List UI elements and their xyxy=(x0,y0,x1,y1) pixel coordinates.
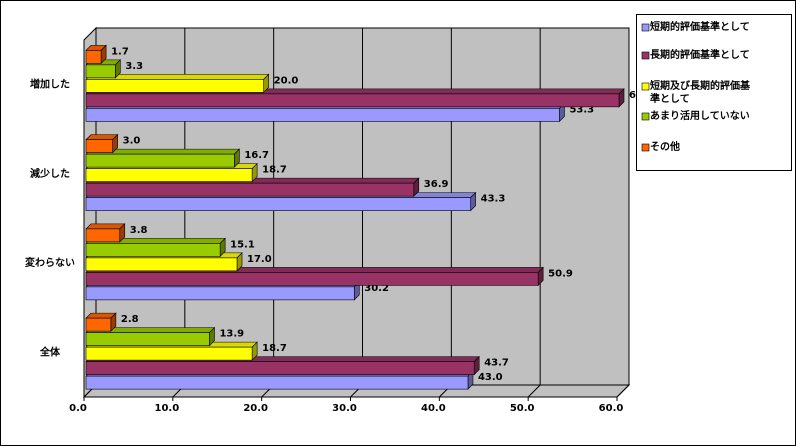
bar xyxy=(85,64,116,79)
value-label: 3.0 xyxy=(123,136,141,147)
x-tick-label: 40.0 xyxy=(421,403,446,414)
value-label: 1.7 xyxy=(111,46,129,57)
y-tick-label: 減少した xyxy=(30,167,70,180)
x-tick-label: 50.0 xyxy=(510,403,535,414)
legend-item: 短期及び長期的評価基準として xyxy=(650,81,750,105)
bar xyxy=(85,50,102,64)
bar xyxy=(85,286,355,301)
value-label: 43.0 xyxy=(478,372,503,383)
legend-label: 短期的評価基準として xyxy=(650,22,750,33)
bar xyxy=(85,243,221,257)
bar xyxy=(85,375,469,390)
x-tick-label: 0.0 xyxy=(69,403,87,414)
x-tick-label: 10.0 xyxy=(154,403,179,414)
value-label: 43.7 xyxy=(484,358,509,369)
legend xyxy=(636,14,792,171)
bar xyxy=(85,108,560,122)
x-tick-label: 60.0 xyxy=(599,403,624,414)
bar xyxy=(85,168,253,182)
y-tick-label: 変わらない xyxy=(25,256,75,269)
y-tick-label: 全体 xyxy=(39,345,61,358)
bar xyxy=(85,332,210,346)
value-label: 43.3 xyxy=(481,194,506,205)
bar xyxy=(85,228,121,243)
x-tick-label: 30.0 xyxy=(332,403,357,414)
legend-label: あまり活用していない xyxy=(650,111,750,122)
legend-swatch xyxy=(641,23,650,32)
bar xyxy=(85,361,475,375)
legend-swatch xyxy=(641,143,650,152)
value-label: 50.9 xyxy=(548,268,573,279)
bar xyxy=(85,197,471,211)
grid-line xyxy=(527,384,541,398)
bar xyxy=(85,257,238,272)
legend-label: その他 xyxy=(650,142,680,153)
legend-swatch xyxy=(641,82,650,91)
value-label: 36.9 xyxy=(424,179,449,190)
value-label: 20.0 xyxy=(274,75,299,86)
legend-item: その他 xyxy=(650,142,680,153)
bar xyxy=(85,272,539,286)
bar-top xyxy=(85,134,119,140)
legend-label: 短期及び長期的評価基準として xyxy=(650,81,750,105)
y-tick-label: 増加した xyxy=(30,78,70,91)
value-label: 18.7 xyxy=(262,343,287,354)
legend-label: 長期的評価基準として xyxy=(650,50,750,61)
legend-swatch xyxy=(641,112,650,121)
bar xyxy=(85,93,620,108)
legend-item: 短期的評価基準として xyxy=(650,22,750,33)
bar-top xyxy=(85,223,126,230)
value-label: 15.1 xyxy=(230,239,255,250)
bar xyxy=(85,182,415,197)
x-tick-label: 20.0 xyxy=(243,403,268,414)
bar xyxy=(85,153,235,168)
legend-item: 長期的評価基準として xyxy=(650,50,750,61)
bar xyxy=(85,317,112,332)
value-label: 3.8 xyxy=(130,225,148,236)
value-label: 16.7 xyxy=(244,150,269,161)
bar xyxy=(85,346,253,361)
bar xyxy=(85,139,113,153)
value-label: 53.3 xyxy=(569,104,594,115)
value-label: 3.3 xyxy=(125,61,143,72)
value-label: 2.8 xyxy=(121,314,139,325)
value-label: 30.2 xyxy=(364,283,389,294)
value-label: 13.9 xyxy=(219,329,244,340)
legend-item: あまり活用していない xyxy=(650,111,750,122)
bar xyxy=(85,79,264,93)
legend-swatch xyxy=(641,51,650,60)
value-label: 17.0 xyxy=(247,254,272,265)
grid-line xyxy=(616,384,630,398)
value-label: 18.7 xyxy=(262,165,287,176)
